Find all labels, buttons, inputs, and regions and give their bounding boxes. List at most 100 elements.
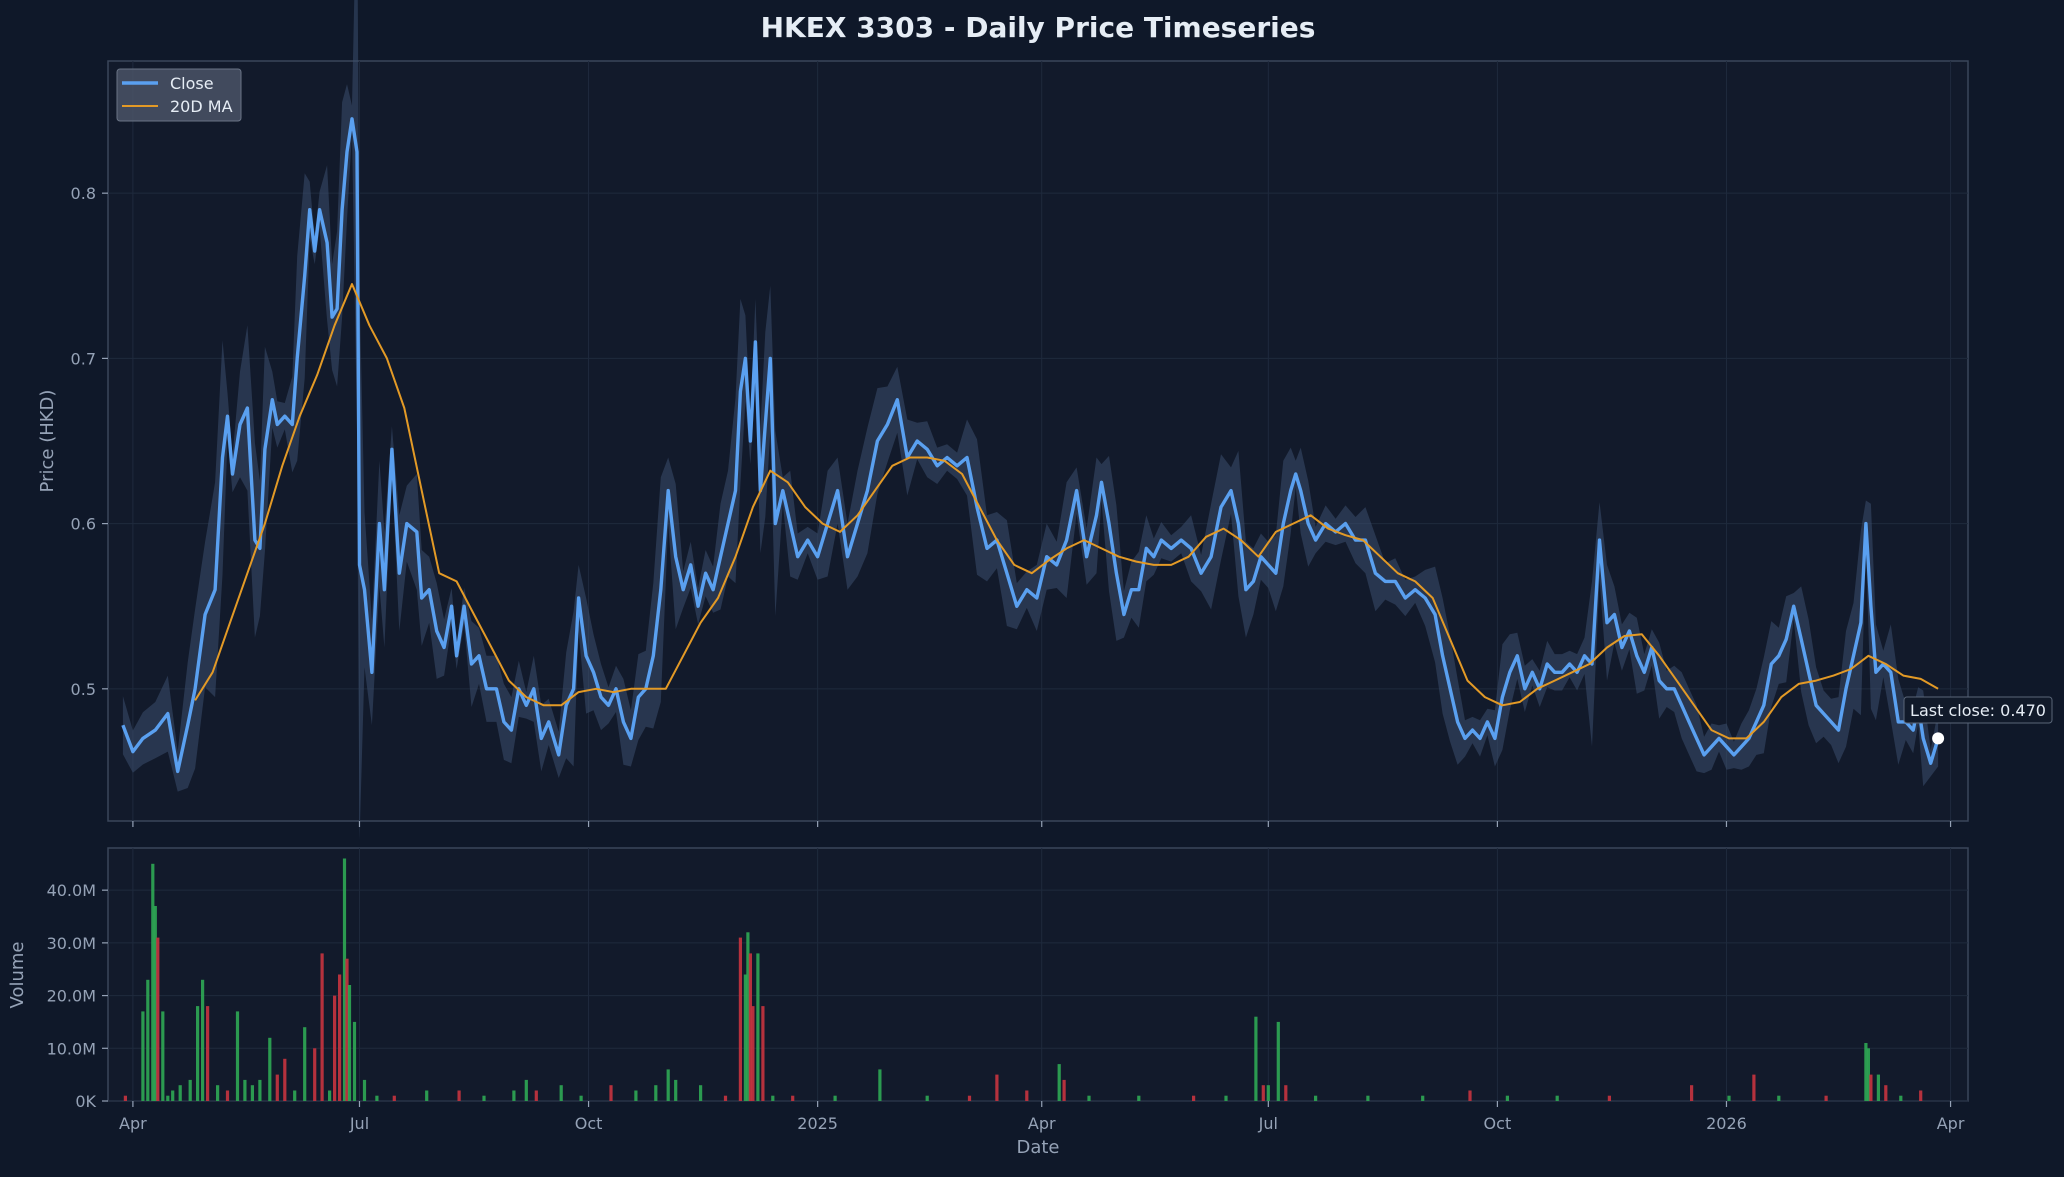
volume-bar: [1555, 1095, 1559, 1101]
volume-bar: [1057, 1064, 1061, 1101]
volume-bar: [303, 1027, 307, 1101]
price-panel: 0.5 0.6 0.7 0.8 Price (HKD) Last close: 0.4…: [37, 0, 2053, 841]
volume-y-tick-label: 20.0M: [47, 987, 96, 1006]
last-close-annotation: Last close: 0.470: [1903, 696, 2053, 724]
volume-bar: [995, 1074, 999, 1101]
volume-bar: [1366, 1095, 1370, 1101]
x-tick-label: Jul: [1258, 1114, 1278, 1133]
volume-bar: [1254, 1016, 1258, 1101]
volume-bar: [153, 906, 157, 1101]
volume-bar: [579, 1095, 583, 1101]
x-tick-label: Apr: [119, 1114, 147, 1133]
price-y-tick-label: 0.7: [71, 349, 96, 368]
volume-bar: [512, 1090, 516, 1101]
volume-bar: [534, 1090, 538, 1101]
volume-bar: [293, 1090, 297, 1101]
volume-bar: [151, 863, 155, 1101]
volume-bar: [216, 1085, 220, 1101]
volume-bar: [925, 1095, 929, 1101]
volume-bar: [275, 1074, 279, 1101]
last-close-annotation-box: [1903, 696, 2053, 724]
volume-bar: [243, 1079, 247, 1101]
volume-bar: [283, 1058, 287, 1101]
volume-panel: 0K 10.0M 20.0M 30.0M 40.0M Apr Jul Oct 2025 Apr J…: [7, 821, 1969, 1158]
volume-bar: [666, 1069, 670, 1101]
volume-bar: [352, 1021, 357, 1101]
volume-bar: [761, 1006, 765, 1101]
volume-bar: [833, 1095, 837, 1101]
legend-close-label: Close: [170, 74, 214, 93]
volume-bar: [268, 1037, 272, 1102]
volume-bar: [1876, 1074, 1880, 1101]
volume-bar: [746, 932, 750, 1101]
volume-y-tick-label: 10.0M: [47, 1039, 96, 1058]
chart-title: HKEX 3303 - Daily Price Timeseries: [761, 11, 1316, 44]
volume-bar: [1224, 1095, 1228, 1101]
volume-bar: [1505, 1095, 1509, 1101]
volume-bar: [791, 1095, 795, 1101]
price-y-tick-label: 0.6: [71, 515, 96, 534]
volume-bar: [196, 1006, 200, 1101]
volume-y-axis: 0K 10.0M 20.0M 30.0M 40.0M: [47, 881, 108, 1111]
volume-bar: [201, 979, 205, 1101]
x-tick-label: 2025: [797, 1114, 838, 1133]
volume-bar: [609, 1085, 613, 1101]
volume-bar: [342, 858, 347, 1101]
volume-bar: [524, 1079, 528, 1101]
price-y-axis-label: Price (HKD): [37, 390, 58, 493]
volume-bar: [425, 1090, 429, 1101]
volume-y-axis-label: Volume: [7, 942, 28, 1009]
volume-bar: [1866, 1048, 1870, 1101]
volume-bar: [345, 958, 349, 1101]
volume-bar: [878, 1069, 882, 1101]
x-tick-label: Oct: [575, 1114, 603, 1133]
volume-bar: [146, 979, 150, 1101]
volume-bar: [1884, 1085, 1888, 1101]
price-y-axis: 0.5 0.6 0.7 0.8: [71, 184, 108, 699]
volume-bar: [756, 953, 760, 1101]
volume-y-tick-label: 40.0M: [47, 881, 96, 900]
volume-bar: [392, 1095, 396, 1101]
volume-bar: [225, 1090, 230, 1101]
volume-grid: [108, 848, 1968, 1102]
volume-bar: [313, 1048, 317, 1101]
volume-bar: [141, 1011, 145, 1101]
volume-bar: [1607, 1095, 1611, 1101]
price-y-tick-label: 0.5: [71, 680, 96, 699]
volume-bar: [328, 1090, 332, 1101]
close-series-line: [121, 117, 1940, 774]
volume-bar: [1314, 1095, 1318, 1101]
volume-bar: [1192, 1095, 1196, 1101]
volume-bar: [751, 1006, 755, 1101]
volume-bar: [171, 1090, 175, 1101]
volume-y-tick-label: 0K: [75, 1092, 96, 1111]
volume-bar: [482, 1095, 486, 1101]
volume-bar: [1919, 1090, 1923, 1101]
volume-bar: [1824, 1095, 1828, 1101]
volume-bar: [250, 1085, 254, 1101]
volume-bar: [1276, 1021, 1280, 1101]
volume-bar: [206, 1006, 210, 1101]
volume-bar: [235, 1011, 240, 1101]
volume-bar: [375, 1095, 379, 1101]
volume-bar: [738, 937, 742, 1101]
volume-bar: [748, 953, 752, 1101]
volume-bar: [1468, 1090, 1472, 1101]
volume-bar: [1777, 1095, 1781, 1101]
volume-plot-area: [107, 847, 1969, 1102]
volume-bar: [161, 1011, 165, 1101]
price-legend[interactable]: Close 20D MA: [116, 68, 242, 122]
volume-bar: [1266, 1085, 1270, 1101]
volume-y-tick-label: 30.0M: [47, 934, 96, 953]
volume-bar: [178, 1085, 182, 1101]
volume-bar: [347, 985, 352, 1101]
volume-bar: [1727, 1095, 1731, 1101]
ma-series-line: [194, 283, 1939, 740]
volume-bar: [258, 1079, 262, 1101]
volume-bar: [320, 953, 324, 1101]
legend-ma-label: 20D MA: [170, 97, 233, 116]
volume-bar: [771, 1095, 775, 1101]
volume-bar: [1864, 1043, 1868, 1101]
